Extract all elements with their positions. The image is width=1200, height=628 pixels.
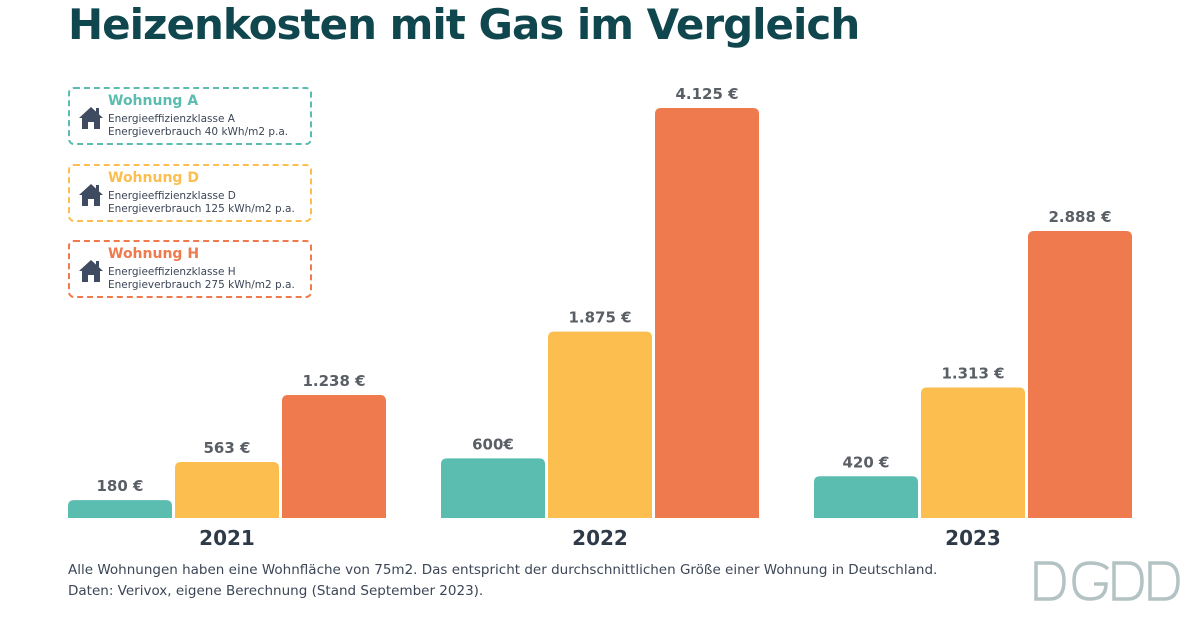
legend-consumption: Energieverbrauch 40 kWh/m2 p.a.: [108, 126, 289, 138]
bar-wohnung-d-2021: [175, 462, 279, 518]
bar-wohnung-a-2021: [68, 500, 172, 518]
legend-consumption: Energieverbrauch 275 kWh/m2 p.a.: [108, 279, 295, 291]
legend-efficiency-class: Energieeffizienzklasse A: [108, 113, 235, 125]
bar-wohnung-h-2021: [282, 394, 386, 518]
data-label: 180 €: [97, 477, 144, 495]
bar-wohnung-a-2023: [814, 476, 918, 518]
bar-wohnung-a-2022: [441, 458, 545, 518]
legend-item-wohnung-h: Wohnung H Energieeffizienzklasse H Energ…: [68, 240, 312, 298]
bar-wohnung-h-2023: [1028, 230, 1132, 518]
data-label: 600€: [472, 435, 514, 453]
legend-name: Wohnung D: [108, 170, 199, 186]
house-icon: [79, 107, 103, 129]
data-label: 1.238 €: [302, 372, 365, 390]
data-label: 563 €: [204, 439, 251, 457]
x-tick-label: 2022: [572, 526, 628, 550]
data-label: 420 €: [843, 453, 890, 471]
data-label: 1.875 €: [568, 309, 631, 327]
legend-consumption: Energieverbrauch 125 kWh/m2 p.a.: [108, 203, 295, 215]
legend-item-wohnung-a: Wohnung A Energieeffizienzklasse A Energ…: [68, 87, 312, 145]
bar-wohnung-d-2022: [548, 331, 652, 518]
data-label: 1.313 €: [941, 364, 1004, 382]
x-tick-label: 2023: [945, 526, 1001, 550]
legend-efficiency-class: Energieeffizienzklasse D: [108, 190, 236, 202]
dgdd-logo: [1034, 561, 1180, 601]
data-label: 4.125 €: [675, 85, 738, 103]
house-icon: [79, 260, 103, 282]
legend-name: Wohnung A: [108, 93, 199, 109]
house-icon: [79, 184, 103, 206]
legend-efficiency-class: Energieeffizienzklasse H: [108, 266, 236, 278]
bar-wohnung-h-2022: [655, 108, 759, 518]
data-label: 2.888 €: [1048, 208, 1111, 226]
legend-item-wohnung-d: Wohnung D Energieeffizienzklasse D Energ…: [68, 164, 312, 222]
bar-wohnung-d-2023: [921, 387, 1025, 518]
footnote-source: Daten: Verivox, eigene Berechnung (Stand…: [68, 583, 484, 599]
legend-name: Wohnung H: [108, 246, 200, 262]
chart-title: Heizenkosten mit Gas im Vergleich: [68, 0, 860, 49]
x-tick-label: 2021: [199, 526, 255, 550]
footnote-living-area: Alle Wohnungen haben eine Wohnfläche von…: [68, 562, 938, 578]
